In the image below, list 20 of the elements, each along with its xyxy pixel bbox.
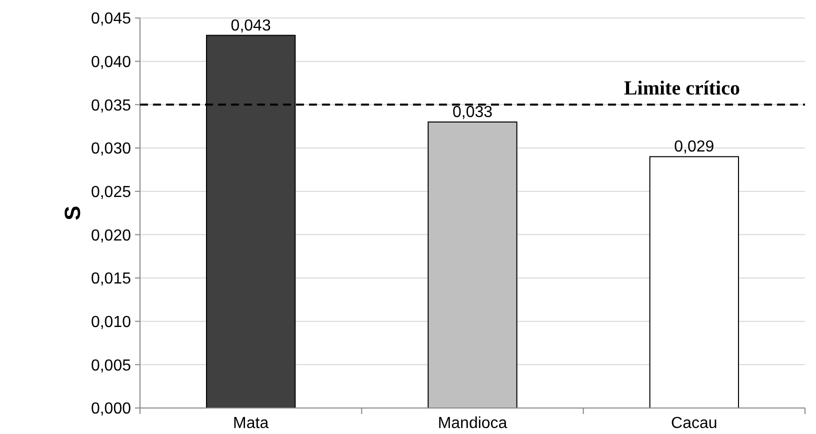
y-tick-label: 0,000 — [90, 400, 132, 418]
y-tick-label: 0,040 — [90, 54, 132, 71]
bar — [649, 156, 739, 408]
y-tick-label: 0,030 — [90, 140, 132, 158]
y-tick-label: 0,045 — [90, 10, 132, 28]
y-tick-label: 0,020 — [90, 227, 132, 244]
data-label: 0,029 — [674, 138, 714, 156]
bar — [428, 122, 518, 408]
y-tick-label: 0,035 — [90, 97, 132, 114]
y-tick-label: 0,025 — [90, 184, 132, 201]
x-tick-label: Cacau — [671, 415, 718, 432]
y-tick-label: 0,010 — [90, 314, 132, 331]
y-tick-label: 0,005 — [90, 357, 132, 374]
x-tick-label: Mandioca — [438, 415, 508, 432]
data-label: 0,043 — [230, 17, 271, 34]
x-tick-label: Mata — [233, 415, 269, 432]
ref-line-label: Limite crítico — [624, 78, 740, 100]
y-axis-title: S — [60, 206, 85, 220]
data-label: 0,033 — [452, 104, 493, 121]
y-tick-label: 0,015 — [90, 270, 132, 288]
